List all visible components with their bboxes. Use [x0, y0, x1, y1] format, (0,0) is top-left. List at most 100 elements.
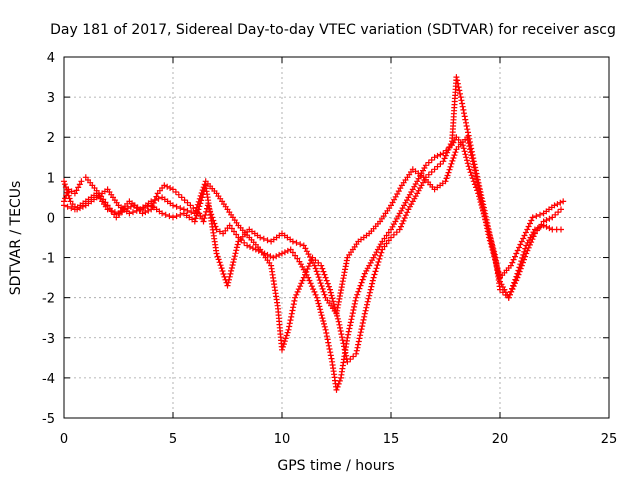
data-point-trace — [321, 323, 328, 330]
data-point-trace — [358, 326, 365, 333]
data-point-trace — [359, 320, 366, 326]
data-point-trace — [350, 353, 357, 360]
data-point-trace — [220, 271, 227, 277]
data-point-trace — [144, 203, 151, 210]
data-point-trace — [354, 291, 361, 298]
data-point-trace — [516, 264, 523, 271]
data-point-trace — [276, 251, 283, 258]
data-point-trace — [428, 169, 435, 175]
data-point — [353, 350, 360, 357]
data-point — [529, 214, 536, 221]
data-point-trace — [328, 292, 335, 299]
data-point-trace — [283, 332, 290, 339]
data-point-trace — [471, 164, 478, 171]
data-point-trace — [351, 303, 358, 310]
data-point-trace — [516, 244, 523, 251]
data-point-trace — [402, 212, 409, 219]
data-point-trace — [320, 288, 327, 295]
data-point-trace — [321, 271, 328, 278]
data-point-trace — [376, 255, 383, 262]
data-point — [178, 194, 185, 201]
y-tick-label: -3 — [42, 332, 55, 347]
y-tick-label: 0 — [47, 211, 55, 226]
data-point-trace — [315, 259, 322, 266]
data-point-trace — [341, 343, 347, 350]
data-point-trace — [470, 161, 477, 168]
data-point-trace — [357, 332, 364, 339]
data-point-trace — [177, 205, 184, 212]
data-point-trace — [347, 356, 354, 363]
data-point-trace — [353, 347, 360, 354]
x-tick-label: 10 — [274, 432, 291, 447]
data-point-trace — [495, 268, 502, 275]
y-tick-label: 2 — [47, 131, 55, 146]
data-point-trace — [543, 223, 550, 230]
data-point-trace — [323, 333, 330, 340]
data-point-trace — [494, 265, 501, 272]
data-point-trace — [519, 255, 526, 261]
data-point-trace — [520, 235, 527, 242]
data-point — [453, 74, 460, 81]
y-tick-label: -5 — [42, 412, 55, 427]
data-point-trace — [546, 215, 553, 222]
data-point-trace — [319, 285, 326, 292]
data-point-trace — [305, 263, 312, 270]
data-point-trace — [445, 169, 452, 176]
data-point-trace — [552, 211, 559, 218]
data-point-trace — [365, 295, 372, 302]
data-point-trace — [290, 304, 297, 311]
data-point-trace — [398, 223, 404, 230]
data-point-trace — [512, 276, 519, 283]
data-point-trace — [445, 146, 452, 153]
data-point-trace — [518, 258, 525, 265]
data-point-trace — [454, 80, 461, 87]
data-point-trace — [348, 316, 355, 323]
data-point-trace — [310, 286, 317, 293]
data-point-trace — [322, 274, 329, 281]
data-point-trace — [215, 256, 222, 263]
data-point-trace — [260, 235, 267, 242]
data-point-trace — [63, 186, 70, 193]
data-point-trace — [441, 155, 448, 162]
data-point — [300, 274, 307, 281]
x-axis-label: GPS time / hours — [277, 458, 394, 474]
data-point-trace — [521, 248, 528, 255]
data-point-trace — [226, 273, 233, 280]
data-points — [61, 74, 567, 393]
x-tick-label: 15 — [383, 432, 400, 447]
gridlines — [64, 57, 609, 418]
data-point — [523, 242, 530, 249]
data-point-trace — [366, 292, 373, 299]
data-point-trace — [286, 320, 293, 327]
data-point-trace — [184, 199, 191, 206]
data-point-trace — [363, 304, 370, 311]
data-point-trace — [469, 175, 476, 182]
data-point-trace — [467, 149, 474, 156]
data-point-trace — [373, 265, 380, 272]
data-point — [466, 166, 473, 173]
data-point-trace — [317, 280, 324, 287]
data-point-trace — [437, 161, 444, 167]
data-point-trace — [468, 172, 475, 179]
data-point-trace — [303, 268, 310, 275]
data-point-trace — [175, 191, 182, 198]
data-point-trace — [359, 276, 366, 283]
data-point-trace — [314, 271, 321, 278]
data-point — [104, 206, 111, 213]
data-point-trace — [298, 280, 305, 287]
data-point-trace — [448, 160, 455, 167]
data-point-trace — [489, 246, 496, 253]
data-point-trace — [311, 288, 318, 295]
data-point-trace — [458, 97, 465, 104]
data-point-trace — [367, 286, 374, 293]
data-point — [327, 286, 333, 293]
data-point-trace — [66, 195, 73, 202]
data-point-trace — [194, 209, 201, 216]
data-point-trace — [177, 211, 184, 218]
data-point — [353, 294, 360, 301]
data-point-trace — [400, 217, 407, 224]
data-point-trace — [337, 328, 344, 334]
data-point-trace — [473, 176, 480, 183]
data-point-trace — [164, 183, 171, 190]
data-point-trace — [291, 297, 298, 304]
